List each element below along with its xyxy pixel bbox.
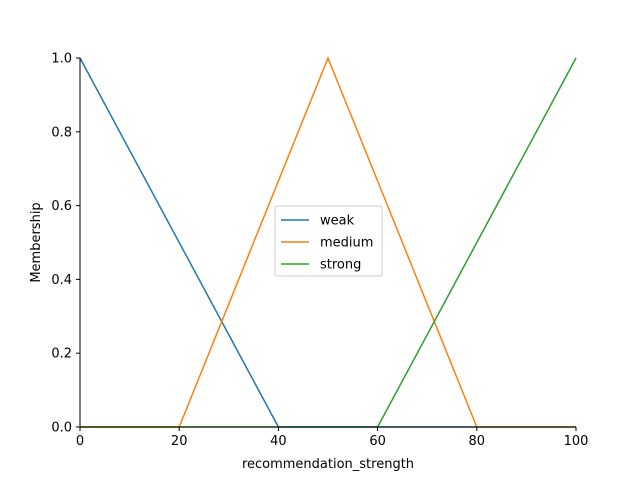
x-tick-label: 60 <box>369 434 386 449</box>
x-axis-label: recommendation_strength <box>242 457 414 472</box>
y-tick-label: 1.0 <box>51 52 72 67</box>
legend-label-strong: strong <box>320 258 361 273</box>
legend: weak medium strong <box>274 205 383 277</box>
x-tick-label: 40 <box>270 434 287 449</box>
y-tick-label: 0.6 <box>51 199 72 214</box>
y-tick-label: 0.2 <box>51 347 72 362</box>
x-tick-label: 0 <box>76 434 84 449</box>
y-tick-label: 0.0 <box>51 421 72 436</box>
y-axis-label: Membership <box>29 202 44 282</box>
legend-frame <box>274 205 383 277</box>
x-tick-label: 20 <box>171 434 188 449</box>
y-tick-label: 0.8 <box>51 125 72 140</box>
legend-label-weak: weak <box>320 214 355 229</box>
x-tick-label: 100 <box>564 434 589 449</box>
legend-label-medium: medium <box>320 236 373 251</box>
ticks-layer: 0 20 40 60 80 100 0.0 0.2 0.4 0.6 0.8 1.0 <box>51 52 588 450</box>
y-tick-label: 0.4 <box>51 273 72 288</box>
x-tick-label: 80 <box>469 434 486 449</box>
axes-layer <box>79 58 576 428</box>
